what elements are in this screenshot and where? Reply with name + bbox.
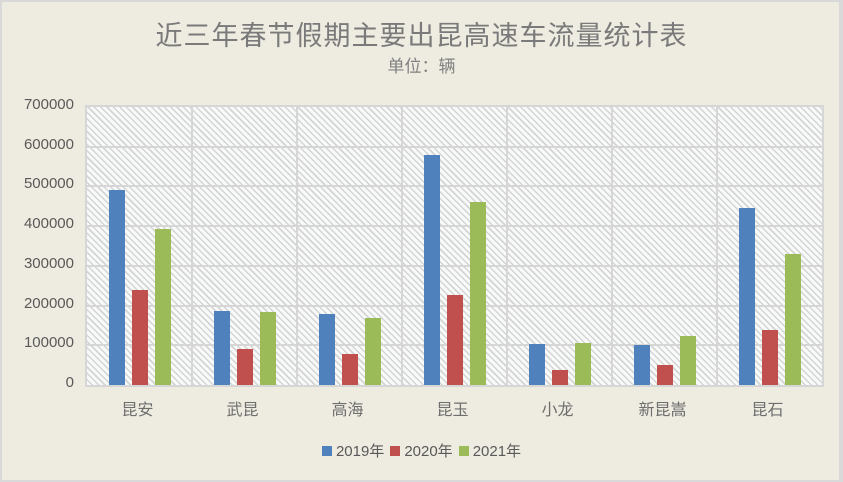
x-tick-label: 新昆嵩 bbox=[638, 400, 687, 419]
x-tick-label: 高海 bbox=[331, 400, 364, 419]
bar-2021年-小龙[interactable] bbox=[574, 342, 591, 385]
vertical-gridline bbox=[611, 107, 613, 385]
bar-2019年-新昆嵩[interactable] bbox=[633, 344, 650, 385]
bar-2020年-昆安[interactable] bbox=[131, 290, 148, 385]
bar-2021年-昆安[interactable] bbox=[154, 228, 171, 385]
vertical-gridline bbox=[401, 107, 403, 385]
legend-swatch-icon bbox=[390, 445, 401, 456]
y-tick-label: 700000 bbox=[23, 96, 74, 113]
vertical-gridline bbox=[506, 107, 508, 385]
plot-area bbox=[85, 105, 824, 387]
legend-item[interactable]: 2021年 bbox=[458, 440, 522, 461]
y-tick-label: 100000 bbox=[23, 334, 74, 352]
bar-2021年-昆石[interactable] bbox=[784, 253, 801, 385]
legend-label: 2020年 bbox=[404, 443, 453, 460]
legend-item[interactable]: 2019年 bbox=[321, 440, 385, 461]
bar-2020年-昆石[interactable] bbox=[761, 329, 778, 385]
y-tick-label: 600000 bbox=[23, 135, 74, 153]
bar-2019年-昆玉[interactable] bbox=[423, 155, 440, 385]
y-tick-label: 200000 bbox=[23, 294, 74, 312]
horizontal-gridline bbox=[87, 264, 822, 267]
bar-2020年-武昆[interactable] bbox=[236, 348, 253, 385]
bar-2020年-高海[interactable] bbox=[341, 354, 358, 385]
bar-2020年-新昆嵩[interactable] bbox=[656, 365, 673, 385]
y-tick-label: 500000 bbox=[23, 175, 74, 193]
vertical-gridline bbox=[191, 107, 193, 385]
legend-label: 2021年 bbox=[472, 443, 522, 460]
bar-2019年-武昆[interactable] bbox=[213, 311, 230, 385]
y-tick-label: 0 bbox=[65, 374, 74, 391]
legend-swatch-icon bbox=[321, 445, 332, 456]
x-tick-label: 武昆 bbox=[226, 400, 259, 419]
bar-2020年-昆玉[interactable] bbox=[446, 294, 463, 385]
x-tick-label: 昆石 bbox=[751, 400, 784, 419]
legend-item[interactable]: 2020年 bbox=[390, 440, 453, 461]
bar-2019年-高海[interactable] bbox=[318, 313, 335, 385]
x-tick-label: 昆安 bbox=[121, 400, 154, 419]
x-tick-label: 昆玉 bbox=[436, 400, 469, 419]
y-tick-label: 300000 bbox=[23, 254, 74, 272]
bar-2019年-昆石[interactable] bbox=[738, 207, 755, 385]
vertical-gridline bbox=[716, 107, 718, 385]
y-tick-label: 400000 bbox=[23, 215, 74, 233]
legend-swatch-icon bbox=[458, 445, 469, 456]
bar-2020年-小龙[interactable] bbox=[551, 369, 568, 385]
horizontal-gridline bbox=[87, 225, 822, 228]
bar-2021年-新昆嵩[interactable] bbox=[679, 336, 696, 385]
legend-label: 2019年 bbox=[335, 443, 385, 460]
vertical-gridline bbox=[296, 107, 298, 385]
chart-title: 近三年春节假期主要出昆高速车流量统计表 bbox=[155, 21, 688, 52]
bar-2019年-小龙[interactable] bbox=[528, 344, 545, 385]
bar-2019年-昆安[interactable] bbox=[108, 190, 125, 385]
horizontal-gridline bbox=[87, 145, 822, 148]
horizontal-gridline bbox=[87, 185, 822, 188]
x-tick-label: 小龙 bbox=[541, 400, 574, 419]
bar-2021年-高海[interactable] bbox=[364, 317, 381, 385]
legend: 2019年 2020年 2021年 bbox=[0, 440, 843, 461]
chart-subtitle: 单位：辆 bbox=[387, 57, 456, 77]
bar-2021年-武昆[interactable] bbox=[259, 311, 276, 385]
bar-2021年-昆玉[interactable] bbox=[469, 201, 486, 385]
